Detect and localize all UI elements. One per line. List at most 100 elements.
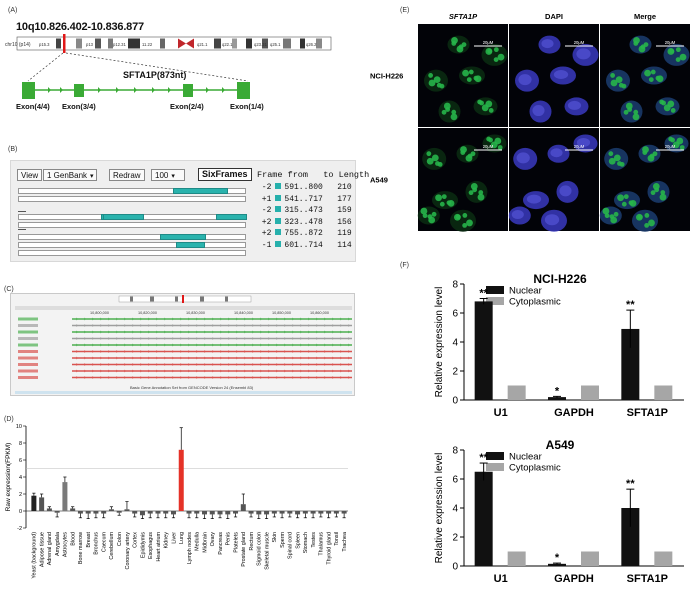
expression-bar [581,551,599,566]
tissue-label: Rectum [249,531,255,550]
band-label: p13 [86,42,94,47]
panel-e-label: (E) [400,7,410,14]
tissue-label: Trachea [342,532,348,552]
exon-1 [237,82,250,99]
tissue-label: Penis [226,532,232,546]
significance-marker: ** [626,478,635,490]
orf-checkbox[interactable] [275,240,282,247]
orf-checkbox[interactable] [275,229,282,235]
orf-segment[interactable] [173,188,228,194]
tissue-bar [178,449,184,511]
tissue-label: Cerebellum [109,532,115,560]
y-tick-label: 2 [452,533,458,544]
track-name-tag [18,356,38,360]
orf-checkbox[interactable] [275,194,282,201]
scale-bar-label: 20μM [574,144,585,149]
panel-d-label: (D) [4,416,14,423]
y-tick-label: 8 [452,280,458,291]
significance-marker: * [555,385,560,397]
tissue-bar [108,509,114,511]
y-tick-label: 2 [19,492,22,498]
tissue-label: Ovary [210,532,216,547]
orf-checkbox[interactable] [275,217,282,224]
chart-title: NCI-H226 [533,272,587,286]
strand-tick [18,229,26,230]
orf-range: 323..478 [284,217,338,227]
legend-label: Cytoplasmic [509,463,561,474]
orf-length: 210 [337,183,352,192]
expression-bar [474,471,493,566]
scale-bar-label: 20μM [483,40,494,45]
expression-bar [507,385,526,400]
orf-track [18,242,246,248]
micrograph-tile: 20μM [600,24,690,127]
legend-swatch [486,463,504,471]
sixframes-button[interactable]: SixFrames [198,168,252,181]
tissue-bar [264,511,270,515]
y-tick-label: 10 [16,424,22,430]
orf-checkbox[interactable] [275,183,282,189]
y-tick-label: 2 [452,367,458,378]
orf-segment[interactable] [103,214,144,220]
tissue-bar [341,511,347,514]
expression-bar [581,385,599,400]
orf-checkbox[interactable] [275,206,282,212]
scale-bar-label: 20μM [574,40,585,45]
tissue-bar [31,495,37,511]
category-label: U1 [494,573,508,585]
track-name-tag [18,350,38,353]
category-label: SFTA1P [627,407,668,419]
orf-finder-panel: View 1 GenBank Redraw 100 SixFrames Fram… [10,160,369,262]
tissue-label: Pancreas [218,532,224,555]
orf-segment[interactable] [175,242,206,248]
scale-bar-label: 20μM [665,144,676,149]
expression-bar [621,508,640,566]
orf-length: 156 [337,217,352,227]
browser-footer: Basic Gene Annotation Set from GENCODE V… [130,385,254,390]
tissue-label: Platelets [233,532,239,553]
view-button[interactable]: View [17,169,43,181]
scale-bar-label: 20μM [665,40,676,45]
tissue-bar [217,511,223,515]
track-name-tag [18,324,38,327]
y-tick-label: 4 [19,475,22,481]
tissue-bar [46,508,52,511]
orf-table-header: Frame from to Length [257,170,370,180]
orf-table-row[interactable]: +2 323..478 156 [257,217,352,228]
redraw-button[interactable]: Redraw [109,169,145,181]
orf-table-row[interactable]: +1 541..717 177 [257,194,352,205]
panel-a-label: (A) [8,7,18,14]
orf-table-row[interactable]: +2 755..872 119 [257,229,352,239]
band-label: 11.22 [142,42,153,47]
band-label: q25.1 [270,42,281,47]
orf-table-row[interactable]: -1 601..714 114 [257,240,352,251]
count-select[interactable]: 100 [151,169,185,181]
orf-track [18,222,246,228]
genbank-select[interactable]: 1 GenBank [43,169,97,181]
tissue-label: Stomach [303,532,309,553]
orf-segment[interactable] [160,234,207,240]
expression-bar [654,385,673,400]
orf-segment[interactable] [216,214,247,220]
coord-label: 10,800,000 [90,311,109,315]
exon-3 [74,84,84,97]
significance-marker: ** [479,288,488,300]
orf-range: 591..800 [284,183,338,192]
tissue-bar [202,511,208,515]
legend-swatch [486,452,504,460]
tissue-bar [295,511,301,515]
y-tick-label: 8 [452,446,458,457]
exon-label: Exon(3/4) [62,102,96,111]
tissue-label: Breast [86,532,92,548]
orf-table-row[interactable]: -2 315..473 159 [257,206,352,216]
orf-length: 177 [337,194,352,204]
orf-table-row[interactable]: -2 591..800 210 [257,183,352,193]
tissue-bar [287,511,293,514]
tissue-bar [39,497,45,511]
legend-label: Nuclear [509,452,542,463]
category-label: SFTA1P [627,573,668,585]
tissue-bar [248,511,254,514]
y-axis-label: Raw expression(FPKM) [5,443,12,512]
y-tick-label: 8 [19,441,22,447]
tissue-label: Adrenal gland [47,532,53,565]
